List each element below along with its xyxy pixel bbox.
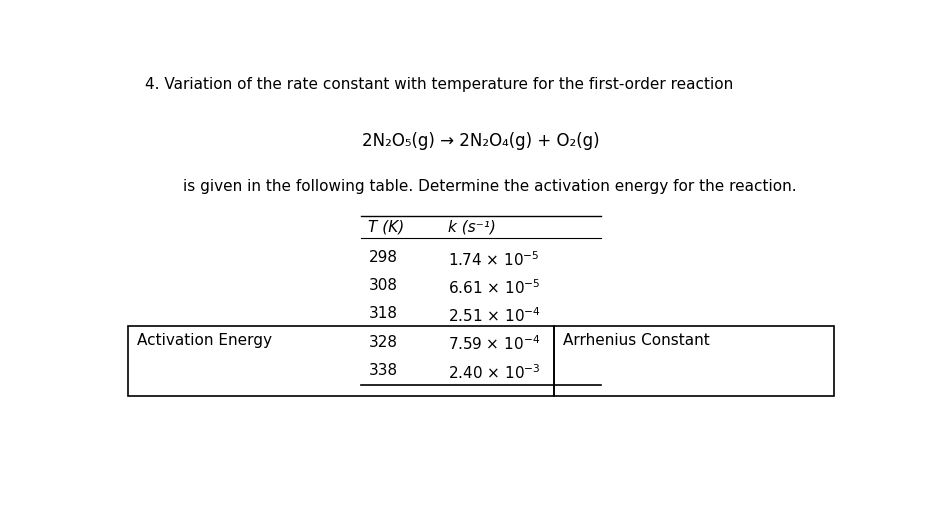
- Text: 1.74 × 10$^{-5}$: 1.74 × 10$^{-5}$: [449, 250, 540, 269]
- Text: 4. Variation of the rate constant with temperature for the first-order reaction: 4. Variation of the rate constant with t…: [145, 77, 733, 92]
- Text: is given in the following table. Determine the activation energy for the reactio: is given in the following table. Determi…: [183, 179, 796, 193]
- Text: T (K): T (K): [368, 220, 405, 235]
- Text: 328: 328: [368, 334, 397, 350]
- Text: 298: 298: [368, 250, 397, 265]
- Text: 7.59 × 10$^{-4}$: 7.59 × 10$^{-4}$: [449, 334, 541, 353]
- Text: 2N₂O₅(g) → 2N₂O₄(g) + O₂(g): 2N₂O₅(g) → 2N₂O₄(g) + O₂(g): [362, 132, 600, 150]
- Text: 2.40 × 10$^{-3}$: 2.40 × 10$^{-3}$: [449, 363, 541, 382]
- Text: 318: 318: [368, 306, 397, 321]
- Text: 308: 308: [368, 278, 397, 293]
- Text: Arrhenius Constant: Arrhenius Constant: [562, 333, 710, 348]
- Text: Activation Energy: Activation Energy: [137, 333, 272, 348]
- Text: 2.51 × 10$^{-4}$: 2.51 × 10$^{-4}$: [449, 306, 542, 325]
- Text: 338: 338: [368, 363, 397, 378]
- Text: k (s⁻¹): k (s⁻¹): [449, 220, 497, 235]
- Bar: [129, 326, 554, 396]
- Text: 6.61 × 10$^{-5}$: 6.61 × 10$^{-5}$: [449, 278, 541, 297]
- Bar: [554, 326, 834, 396]
